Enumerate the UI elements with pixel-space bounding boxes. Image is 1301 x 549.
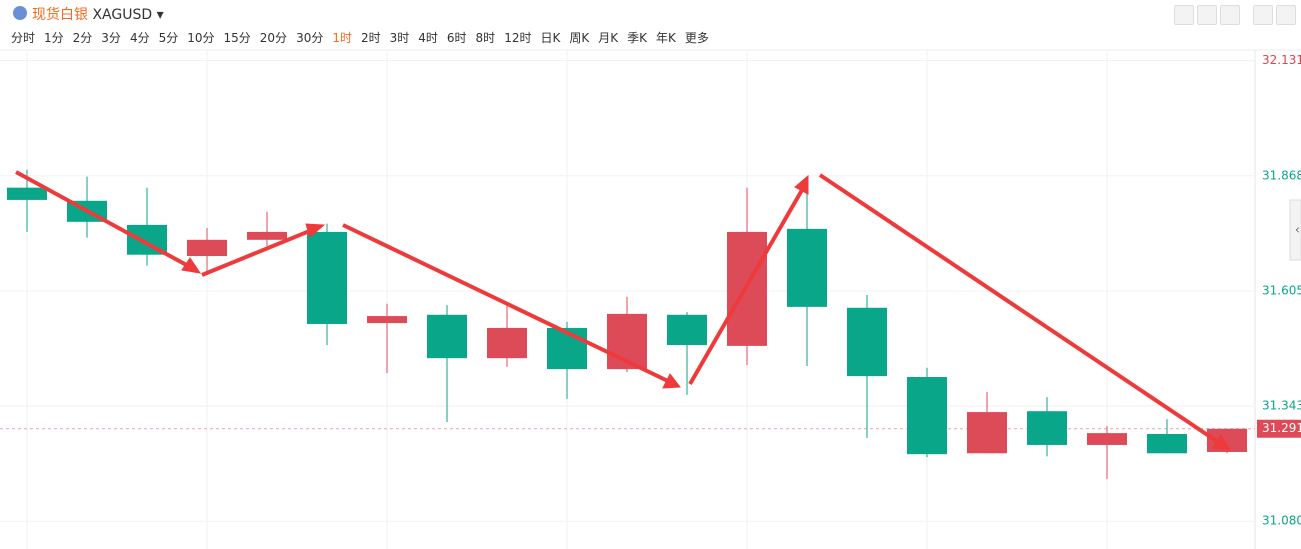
arrow [818,173,1220,444]
candle-body [907,377,947,455]
interval-tab[interactable]: 季K [627,31,647,45]
expand-icon[interactable] [1253,5,1273,25]
candle-body [1147,434,1187,454]
interval-tab[interactable]: 2时 [360,31,381,45]
interval-tab[interactable]: 周K [569,31,590,45]
interval-tab[interactable]: 日K [540,31,561,45]
arrow [342,223,671,384]
candle-body [787,228,827,307]
candle-body [307,231,347,324]
candle-body [667,314,707,346]
arrow [201,228,313,277]
interval-tab[interactable]: 15分 [223,31,251,45]
interval-tabs: 分时 1分 2分 3分 4分 5分 10分 15分 20分 30分 1时 2时 3时 4时 6时 8时 12时日… [11,29,718,46]
interval-tab[interactable]: 10分 [187,31,215,45]
annotations [15,170,1231,451]
interval-tab[interactable]: 年K [655,31,676,45]
candle-body [187,239,227,257]
logo [13,6,27,20]
draw-icon[interactable] [1197,5,1217,25]
candle-icon[interactable] [1220,5,1240,25]
interval-tab[interactable]: 1时 [332,31,352,45]
interval-tab[interactable]: 2分 [72,31,93,45]
interval-tab[interactable]: 分时 [11,31,36,45]
arrow-head [305,223,326,238]
candle-body [967,412,1007,454]
interval-tab[interactable]: 20分 [259,31,288,45]
y-tick-label: 31.605 [1262,284,1301,298]
interval-tab[interactable]: 4分 [129,31,150,45]
y-axis: 32.131 31.868 31.605 31.343 31.080 31.291 [1257,53,1301,528]
arrow-head [662,373,681,389]
candle-body [487,327,527,359]
candle-body [7,187,47,200]
symbol-title[interactable]: 现货白银 XAGUSD ▾ [32,7,164,23]
arrow-head [1211,434,1231,451]
y-tick-label: 31.868 [1262,168,1301,182]
arrow-head [181,257,202,274]
interval-tab[interactable]: 月K [598,31,619,45]
candle-body [247,231,287,240]
close-icon[interactable] [1276,5,1296,25]
interval-tab[interactable]: 4时 [418,31,438,45]
toolbar: 现货白银 XAGUSD ▾ 分时 1分 2分 3分 4分 5分 10分 15分 20分 30分 1时… [0,0,1301,50]
current-price-box [1257,419,1301,438]
candle-body [1087,433,1127,445]
current-price-label: 31.291 [1262,421,1301,435]
arrow-head [794,174,809,195]
interval-tab[interactable]: 6时 [446,31,467,45]
symbol-code: XAGUSD [92,7,153,23]
candle-body [367,316,407,324]
side-tab-arrow: ‹ [1295,223,1300,237]
symbol-name: 现货白银 [32,7,88,23]
candle-body [1027,411,1067,445]
candle-body [847,307,887,377]
interval-tab[interactable]: 更多 [684,31,709,45]
y-tick-label: 31.343 [1262,398,1301,412]
tool-icon[interactable] [1174,5,1194,25]
side-tab[interactable] [1289,199,1301,261]
interval-tab[interactable]: 30分 [296,31,324,45]
interval-tab[interactable]: 3时 [389,31,410,45]
interval-tab[interactable]: 3分 [101,31,121,45]
candles [7,169,1247,480]
candle-body [547,327,587,370]
y-tick-label: 31.080 [1262,514,1301,528]
y-tick-label: 32.131 [1262,53,1301,67]
arrow [15,170,193,270]
candle-body [427,314,467,359]
interval-tab[interactable]: 12时 [504,31,532,45]
arrow [688,189,804,385]
interval-tab[interactable]: 8时 [475,31,496,45]
interval-tab[interactable]: 5分 [158,31,179,45]
interval-tab[interactable]: 1分 [44,31,64,45]
